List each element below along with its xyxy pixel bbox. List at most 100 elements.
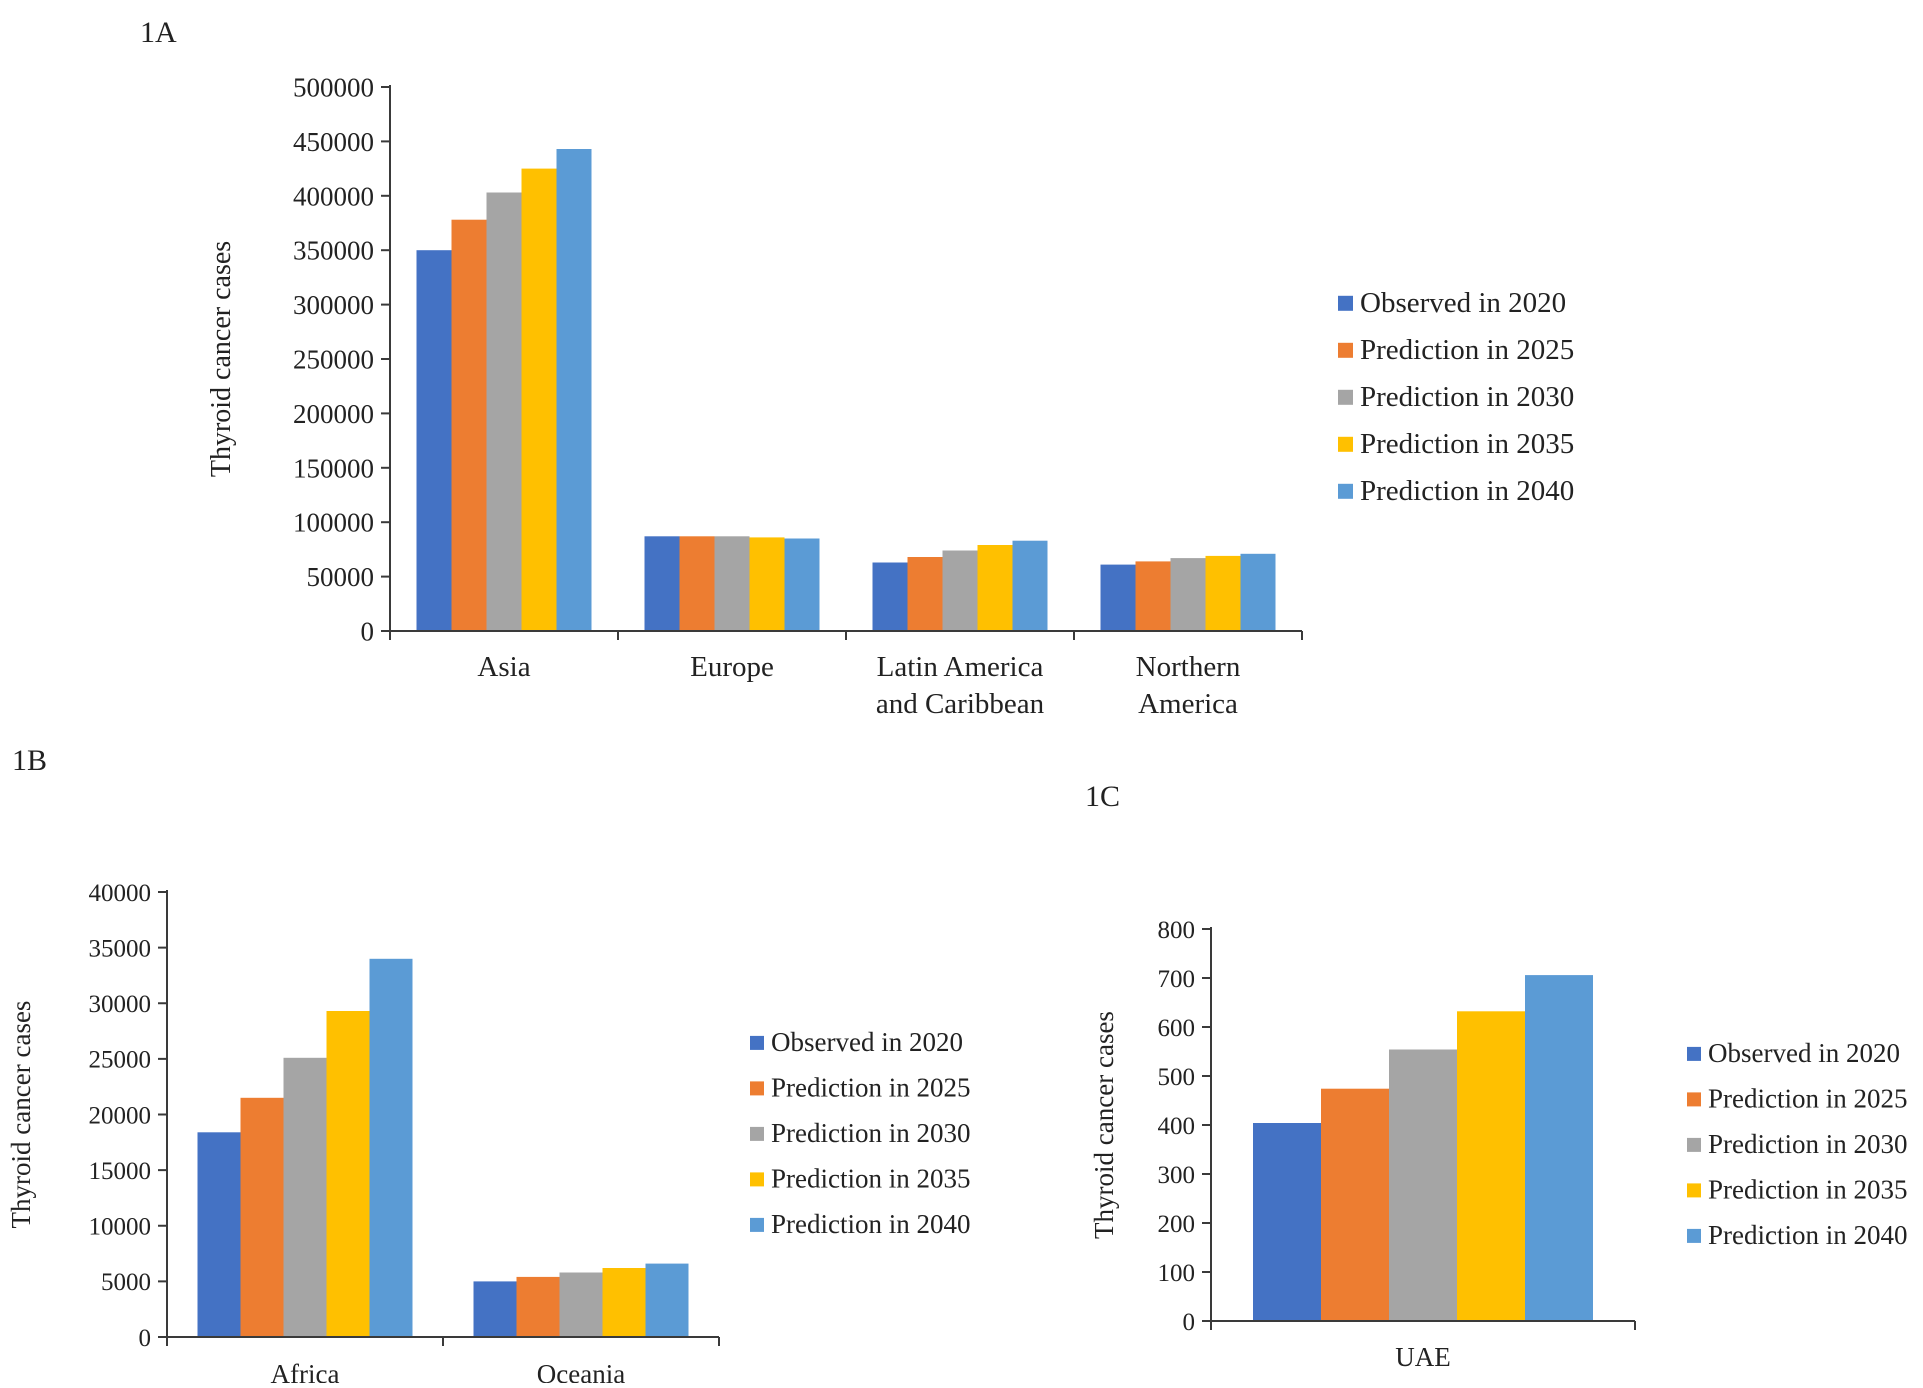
chart-1b: 0 5000 10000 15000 20000 25000 30000 35000 40000…	[6, 880, 970, 1388]
legend-swatch	[1338, 342, 1353, 358]
bar-1b-s3-c1	[602, 1268, 646, 1337]
bar-1b-s0-c0	[197, 1132, 241, 1337]
legend-label: Prediction in 2035	[1360, 428, 1574, 460]
bar-1a-s4-c2	[1012, 540, 1048, 631]
y-axis-title: Thyroid cancer cases	[6, 1001, 36, 1229]
x-category-label: Africa	[271, 1359, 340, 1383]
legend-swatch	[1338, 436, 1353, 452]
bar-1a-s0-c0	[416, 250, 452, 631]
y-axis-title: Thyroid cancer cases	[206, 241, 237, 477]
x-category-label: and Caribbean	[876, 688, 1045, 720]
bar-1b-s1-c1	[516, 1276, 560, 1337]
x-category-label: Europe	[690, 651, 774, 683]
y-tick-label: 600	[1158, 1015, 1196, 1042]
legend-label: Prediction in 2040	[1708, 1220, 1907, 1250]
legend-swatch	[750, 1126, 764, 1141]
legend-label: Prediction in 2025	[1708, 1084, 1907, 1114]
bar-1b-s1-c0	[240, 1097, 284, 1337]
bar-1a-s2-c3	[1170, 558, 1206, 631]
bar-1b-s2-c1	[559, 1272, 603, 1337]
y-tick-label: 350000	[293, 236, 374, 266]
y-tick-label: 500	[1158, 1064, 1196, 1091]
bar-1a-s4-c3	[1240, 553, 1276, 631]
panel-label-1c: 1C	[1085, 780, 1120, 813]
x-category-label: Asia	[477, 651, 530, 683]
legend-label: Prediction in 2035	[1708, 1175, 1907, 1205]
bar-1c-s4-c0	[1525, 975, 1593, 1321]
y-tick-label: 5000	[101, 1269, 151, 1296]
bar-1c-s3-c0	[1457, 1011, 1525, 1321]
bar-1b-s3-c0	[326, 1011, 370, 1337]
legend-label: Prediction in 2035	[771, 1164, 970, 1194]
legend-label: Prediction in 2040	[1360, 475, 1574, 507]
bar-1a-s3-c2	[977, 545, 1013, 631]
y-tick-label: 300	[1158, 1162, 1196, 1189]
bar-1a-s4-c0	[556, 149, 592, 631]
y-tick-label: 40000	[89, 880, 152, 907]
bar-1a-s0-c1	[644, 536, 680, 631]
panel-label-1b: 1B	[12, 744, 47, 777]
y-tick-label: 300000	[293, 290, 374, 320]
legend-swatch	[750, 1035, 764, 1050]
bar-1a-s3-c1	[749, 537, 785, 631]
y-tick-label: 450000	[293, 127, 374, 157]
legend-swatch	[1687, 1228, 1701, 1243]
bar-1c-s1-c0	[1321, 1088, 1389, 1321]
y-tick-label: 400000	[293, 181, 374, 211]
panel-label-1a: 1A	[140, 16, 177, 49]
bar-1c-s0-c0	[1253, 1123, 1321, 1321]
bar-1a-s4-c1	[784, 538, 820, 631]
y-tick-label: 150000	[293, 453, 374, 483]
y-tick-label: 0	[139, 1325, 152, 1352]
legend-swatch	[1687, 1137, 1701, 1152]
x-category-label: Northern	[1136, 651, 1241, 683]
y-tick-label: 50000	[307, 562, 375, 592]
x-category-label: Oceania	[537, 1359, 625, 1383]
bar-1b-s2-c0	[283, 1057, 327, 1337]
y-tick-label: 500000	[293, 72, 374, 102]
y-tick-label: 100	[1158, 1260, 1196, 1287]
x-category-label: UAE	[1395, 1342, 1451, 1372]
legend-label: Observed in 2020	[1708, 1038, 1900, 1068]
legend-swatch	[1687, 1046, 1701, 1061]
legend-label: Prediction in 2025	[771, 1073, 970, 1103]
bar-1b-s0-c1	[473, 1281, 517, 1337]
y-tick-label: 20000	[89, 1102, 152, 1129]
y-tick-label: 400	[1158, 1113, 1196, 1140]
bar-1a-s3-c0	[521, 168, 557, 631]
legend-label: Prediction in 2030	[1708, 1129, 1907, 1159]
y-tick-label: 35000	[89, 935, 152, 962]
chart-1a: 0 50000 100000 150000 200000 250000 300000 3500…	[206, 72, 1574, 720]
legend-swatch	[750, 1172, 764, 1187]
x-category-label: America	[1138, 688, 1238, 720]
bar-1a-s2-c1	[714, 536, 750, 631]
legend-swatch	[1338, 295, 1353, 311]
legend-swatch	[1338, 389, 1353, 405]
y-tick-label: 0	[1183, 1309, 1196, 1336]
y-tick-label: 800	[1158, 917, 1196, 944]
y-tick-label: 200000	[293, 399, 374, 429]
y-tick-label: 25000	[89, 1047, 152, 1074]
legend-swatch	[1687, 1183, 1701, 1198]
bar-1a-s0-c2	[872, 562, 908, 631]
chart-1c: 0 100 200 300 400 500 600 700 800 UAE Thyroid canc…	[1089, 917, 1907, 1372]
y-tick-label: 30000	[89, 991, 152, 1018]
bar-1a-s2-c2	[942, 550, 978, 631]
legend-label: Observed in 2020	[771, 1027, 963, 1057]
bar-1a-s2-c0	[486, 192, 522, 631]
bar-1b-s4-c1	[645, 1263, 689, 1337]
y-axis-title: Thyroid cancer cases	[1089, 1011, 1119, 1239]
y-tick-label: 700	[1158, 966, 1196, 993]
legend-label: Prediction in 2030	[771, 1118, 970, 1148]
bar-1a-s1-c0	[451, 219, 487, 631]
legend-label: Prediction in 2025	[1360, 334, 1574, 366]
x-category-label: Latin America	[877, 651, 1044, 683]
bar-1a-s0-c3	[1100, 564, 1136, 631]
y-tick-label: 200	[1158, 1211, 1196, 1238]
y-tick-label: 15000	[89, 1158, 152, 1185]
bar-1a-s3-c3	[1205, 555, 1241, 631]
y-tick-label: 10000	[89, 1214, 152, 1241]
legend-swatch	[1338, 483, 1353, 499]
